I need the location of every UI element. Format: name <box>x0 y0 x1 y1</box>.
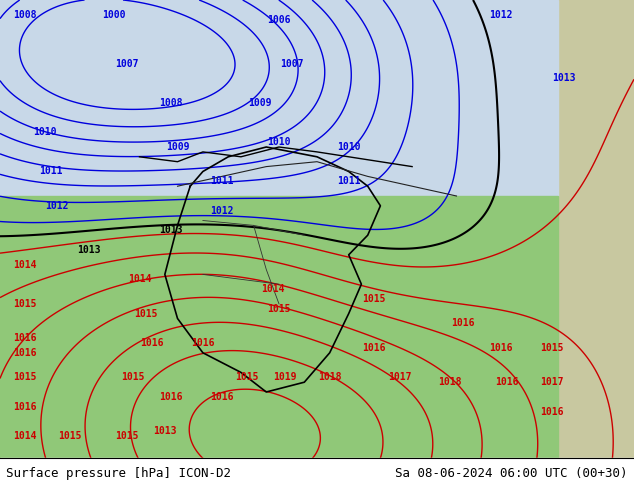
Text: 1019: 1019 <box>273 372 297 382</box>
Text: 1015: 1015 <box>267 304 291 314</box>
Text: 1015: 1015 <box>540 343 564 353</box>
Text: 1015: 1015 <box>58 431 82 441</box>
Text: 1015: 1015 <box>13 372 37 382</box>
Text: 1016: 1016 <box>159 392 183 402</box>
Text: 1017: 1017 <box>387 372 411 382</box>
Text: 1014: 1014 <box>13 260 37 270</box>
Text: 1015: 1015 <box>235 372 259 382</box>
Text: 1008: 1008 <box>13 10 37 20</box>
Text: 1016: 1016 <box>140 338 164 348</box>
Text: 1009: 1009 <box>165 142 190 152</box>
Text: 1016: 1016 <box>13 333 37 343</box>
Text: 1015: 1015 <box>134 309 158 318</box>
Text: 1011: 1011 <box>337 176 361 186</box>
Bar <box>0 458 634 490</box>
Text: 1010: 1010 <box>32 127 56 137</box>
Text: 1018: 1018 <box>318 372 342 382</box>
Text: 1009: 1009 <box>248 98 272 108</box>
Text: 1011: 1011 <box>210 176 234 186</box>
Text: Surface pressure [hPa] ICON-D2: Surface pressure [hPa] ICON-D2 <box>6 467 231 480</box>
Text: 1014: 1014 <box>13 461 37 470</box>
Text: 1016: 1016 <box>13 348 37 358</box>
Text: 1007: 1007 <box>280 59 304 69</box>
Text: 1016: 1016 <box>489 343 513 353</box>
Text: 1014: 1014 <box>127 274 152 284</box>
Text: 1011: 1011 <box>39 167 63 176</box>
Text: 1014: 1014 <box>64 461 88 470</box>
Text: 1016: 1016 <box>210 392 234 402</box>
Text: 1017: 1017 <box>540 377 564 387</box>
Text: 1015: 1015 <box>121 372 145 382</box>
Text: 1013: 1013 <box>159 225 183 235</box>
Text: 1016: 1016 <box>362 343 386 353</box>
Text: 1016: 1016 <box>451 318 475 328</box>
Text: 1016: 1016 <box>13 402 37 412</box>
Text: 1015: 1015 <box>13 299 37 309</box>
Text: 1012: 1012 <box>489 10 513 20</box>
Text: 1016: 1016 <box>540 407 564 416</box>
Text: 1016: 1016 <box>191 338 215 348</box>
Text: 1016: 1016 <box>495 377 519 387</box>
Text: 1015: 1015 <box>115 431 139 441</box>
Text: 1013: 1013 <box>77 245 101 255</box>
Text: 1012: 1012 <box>210 206 234 216</box>
Text: 1000: 1000 <box>102 10 126 20</box>
Text: 1018: 1018 <box>438 377 462 387</box>
Text: 1007: 1007 <box>115 59 139 69</box>
Text: 1010: 1010 <box>337 142 361 152</box>
Text: 1014: 1014 <box>261 284 285 294</box>
Text: 1008: 1008 <box>159 98 183 108</box>
Text: 1010: 1010 <box>267 137 291 147</box>
Text: 1013: 1013 <box>552 74 576 83</box>
Bar <box>558 0 634 461</box>
Text: Sa 08-06-2024 06:00 UTC (00+30): Sa 08-06-2024 06:00 UTC (00+30) <box>395 467 628 480</box>
Text: 1013: 1013 <box>153 426 177 436</box>
Text: 1006: 1006 <box>267 15 291 24</box>
Text: 1014: 1014 <box>13 431 37 441</box>
Text: 1012: 1012 <box>45 201 69 211</box>
Text: 1015: 1015 <box>362 294 386 304</box>
Bar <box>0 196 558 490</box>
Bar <box>0 0 558 196</box>
